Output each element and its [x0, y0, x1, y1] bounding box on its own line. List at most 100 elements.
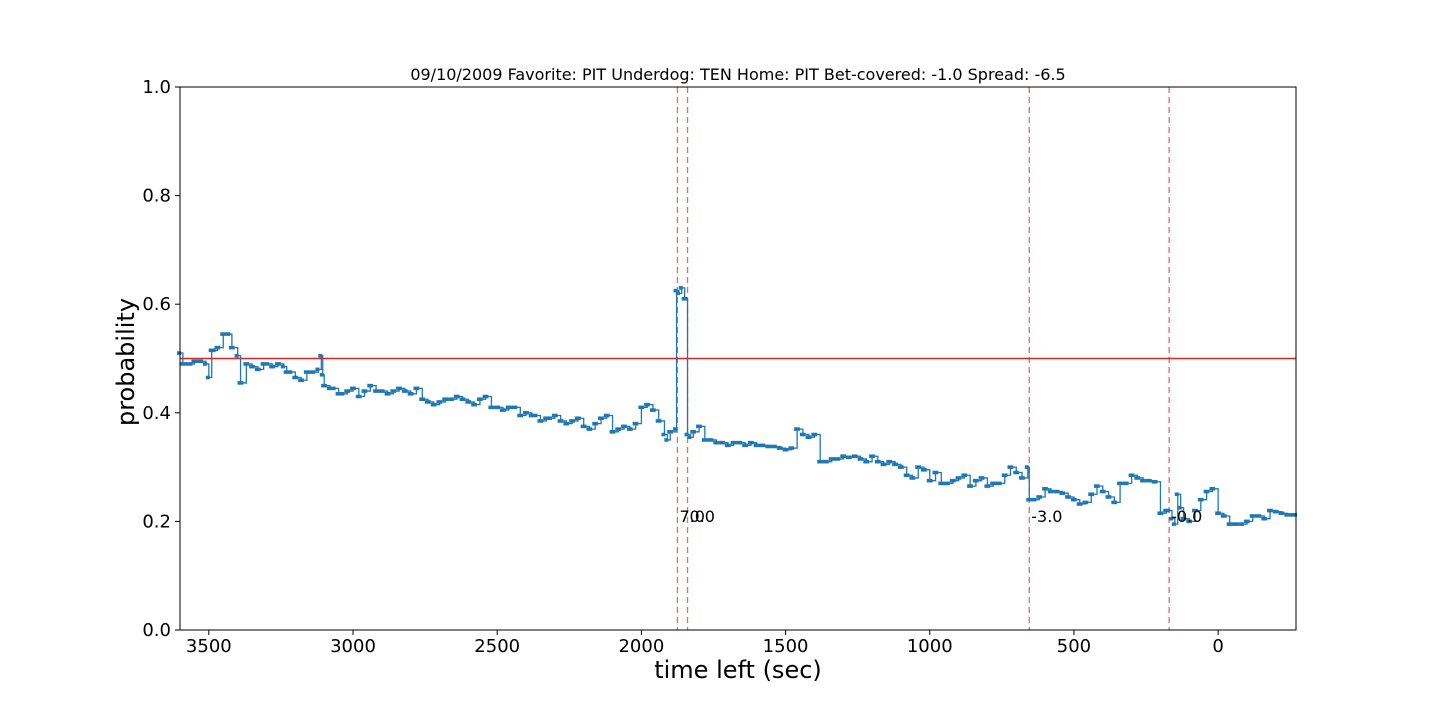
series-point: [1128, 473, 1135, 478]
series-point: [1197, 497, 1204, 502]
series-point: [1007, 465, 1014, 469]
series-point: [874, 459, 881, 464]
series-point: [563, 421, 570, 426]
series-point: [675, 291, 680, 296]
series-point: [1238, 522, 1244, 526]
series-point: [390, 389, 397, 393]
series-point: [1026, 497, 1031, 502]
series-point: [649, 408, 656, 412]
series-point: [453, 394, 460, 399]
series-point: [303, 370, 316, 374]
series-point: [442, 397, 449, 402]
x-tick-label: 0: [1212, 636, 1223, 657]
series-point: [1232, 522, 1239, 526]
series-point: [687, 435, 692, 440]
series-point: [321, 383, 327, 388]
series-point: [684, 432, 689, 437]
series-point: [1180, 516, 1187, 521]
series-point: [326, 386, 336, 391]
series-point: [220, 332, 227, 336]
series-point: [1111, 500, 1118, 505]
series-point: [603, 413, 610, 418]
y-tick-label: 0.0: [142, 620, 171, 641]
series-point: [961, 473, 968, 478]
series-point: [465, 400, 472, 404]
series-point: [897, 465, 904, 469]
series-point: [903, 473, 910, 478]
series-point: [191, 359, 203, 364]
series-point: [1140, 478, 1146, 483]
series-point: [211, 348, 216, 353]
series-point: [701, 438, 708, 442]
series-point: [275, 362, 281, 366]
series-point: [476, 397, 483, 402]
series-point: [886, 459, 893, 464]
x-tick-label: 1000: [907, 636, 953, 657]
series-point: [724, 443, 731, 448]
series-point: [822, 459, 829, 464]
series-point: [1065, 495, 1071, 499]
series-point: [1117, 481, 1123, 486]
series-point: [188, 362, 193, 366]
series-point: [967, 484, 973, 488]
series-point: [857, 457, 864, 461]
series-line: [180, 287, 1296, 525]
y-tick-label: 0.2: [142, 511, 171, 532]
series-point: [863, 459, 870, 464]
series-point: [782, 447, 789, 452]
series-point: [1134, 476, 1141, 480]
series-point: [892, 462, 898, 467]
event-label: -3.0: [1031, 507, 1062, 526]
series-point: [1243, 519, 1250, 524]
series-point: [869, 454, 875, 459]
series-point: [551, 413, 558, 418]
series-point: [990, 481, 996, 486]
series-point: [1053, 489, 1060, 494]
x-tick-label: 3000: [330, 636, 376, 657]
series-point: [254, 367, 261, 372]
series-point: [1249, 514, 1256, 518]
series-point: [811, 432, 818, 437]
series-point: [771, 444, 777, 449]
series-point: [921, 468, 927, 472]
series-point: [1255, 514, 1262, 518]
series-point: [234, 353, 239, 358]
series-point: [621, 424, 627, 429]
series-point: [494, 405, 500, 410]
series-point: [283, 370, 293, 374]
series-point: [840, 454, 847, 459]
series-point: [1145, 478, 1152, 483]
y-axis-label: probability: [112, 298, 140, 426]
series-point: [228, 345, 235, 350]
series-point: [384, 391, 391, 396]
series-point: [1151, 479, 1158, 484]
series-point: [955, 476, 962, 480]
series-point: [179, 362, 189, 366]
series-point: [319, 372, 324, 377]
series-point: [1215, 511, 1221, 516]
series-point: [972, 478, 979, 483]
series-point: [926, 478, 933, 483]
series-point: [1030, 497, 1037, 502]
series-point: [834, 457, 841, 461]
series-point: [407, 391, 414, 396]
series-point: [335, 391, 345, 396]
series-point: [448, 397, 454, 402]
series-point: [315, 367, 320, 372]
series-point: [396, 386, 402, 391]
series-point: [260, 362, 270, 366]
series-point: [511, 405, 518, 410]
y-axis: 0.0 0.2 0.4 0.6 0.8 1.0: [142, 77, 180, 641]
series-point: [237, 381, 244, 385]
series-point: [419, 397, 425, 402]
series-point: [690, 430, 697, 434]
series-point: [828, 457, 835, 461]
series-point: [592, 421, 599, 426]
x-tick-label: 2000: [618, 636, 664, 657]
series-point: [208, 348, 213, 353]
series-point: [1192, 508, 1198, 513]
series-point: [1203, 489, 1210, 494]
series-point: [1088, 492, 1095, 497]
series-point: [298, 378, 304, 383]
series-point: [1047, 489, 1054, 494]
